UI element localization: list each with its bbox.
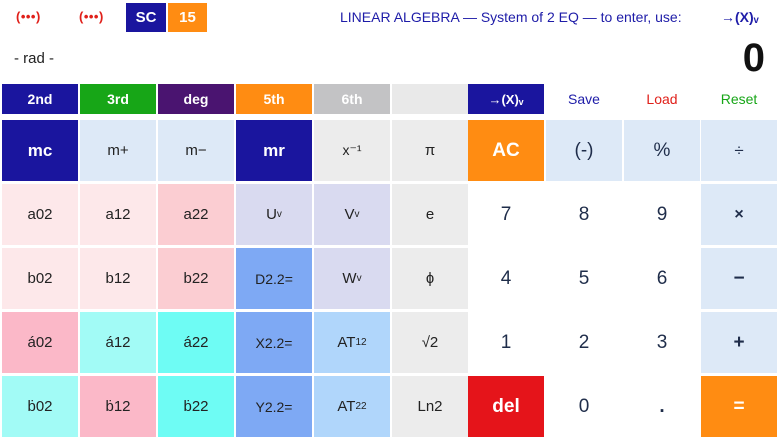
digit-9-button[interactable]: 9 [624, 184, 700, 245]
memory-clear-button[interactable]: mc [2, 120, 78, 181]
matrix-b12-key[interactable]: b12 [80, 248, 156, 309]
ln-2-button[interactable]: Ln2 [392, 376, 468, 437]
transpose-12-key[interactable]: AT 12 [314, 312, 390, 373]
memory-indicator-1[interactable]: (•••) [16, 9, 41, 24]
second-button[interactable]: 2nd [2, 84, 78, 114]
delete-button[interactable]: del [468, 376, 544, 437]
memory-indicator-2[interactable]: (•••) [79, 9, 104, 24]
digit-5-button[interactable]: 5 [546, 248, 622, 309]
memory-recall-button[interactable]: mr [236, 120, 312, 181]
matrix-b02-key[interactable]: b02 [2, 248, 78, 309]
hint-arrow-label: →(X)ᵥ [721, 9, 759, 25]
solve-y-button[interactable]: Y2.2= [236, 376, 312, 437]
precision-badge[interactable]: 15 [168, 3, 207, 32]
digit-0-button[interactable]: 0 [546, 376, 622, 437]
memory-add-button[interactable]: m+ [80, 120, 156, 181]
divide-button[interactable]: ÷ [701, 120, 777, 181]
load-button[interactable]: Load [646, 91, 678, 107]
plus-button[interactable]: + [701, 312, 777, 373]
transpose-22-subscript: 22 [355, 401, 367, 412]
transpose-22-label: AT [337, 398, 356, 415]
result-display: 0 [742, 36, 765, 80]
digit-6-button[interactable]: 6 [624, 248, 700, 309]
memory-subtract-button[interactable]: m− [158, 120, 234, 181]
angle-mode-label: - rad - [14, 50, 55, 67]
matrix-a02-key[interactable]: a02 [2, 184, 78, 245]
digit-2-button[interactable]: 2 [546, 312, 622, 373]
digit-8-button[interactable]: 8 [546, 184, 622, 245]
digit-1-button[interactable]: 1 [468, 312, 544, 373]
determinant-d-button[interactable]: D2.2= [236, 248, 312, 309]
phi-button[interactable]: ɸ [392, 248, 468, 309]
digit-7-button[interactable]: 7 [468, 184, 544, 245]
vector-v-subscript: v [354, 209, 360, 220]
multiply-button[interactable]: × [701, 184, 777, 245]
digit-4-button[interactable]: 4 [468, 248, 544, 309]
mode-badge[interactable]: SC [126, 3, 166, 32]
matrix-a-prime-22-key[interactable]: á22 [158, 312, 234, 373]
blank-function-button[interactable] [392, 84, 468, 114]
keypad: mc m+ m− mr x⁻¹ π AC (-) % ÷ a02 a12 a22… [0, 120, 779, 438]
equals-button[interactable]: = [701, 376, 777, 437]
pi-button[interactable]: π [392, 120, 468, 181]
function-row: 2nd 3rd deg 5th 6th →(X)ᵥ Save Load Rese… [0, 84, 779, 114]
matrix-b-prime-22-key[interactable]: ḃ22 [158, 376, 234, 437]
matrix-a-prime-12-key[interactable]: á12 [80, 312, 156, 373]
deg-button[interactable]: deg [158, 84, 234, 114]
save-button[interactable]: Save [568, 91, 600, 107]
vector-u-subscript: v [276, 209, 282, 220]
sixth-button[interactable]: 6th [314, 84, 390, 114]
vector-w-label: W [342, 270, 357, 287]
matrix-a-prime-02-key[interactable]: á02 [2, 312, 78, 373]
sqrt-2-button[interactable]: √2 [392, 312, 468, 373]
matrix-b22-key[interactable]: b22 [158, 248, 234, 309]
vector-u-label: U [266, 206, 277, 223]
transpose-22-key[interactable]: AT 22 [314, 376, 390, 437]
euler-e-button[interactable]: e [392, 184, 468, 245]
third-button[interactable]: 3rd [80, 84, 156, 114]
negate-button[interactable]: (-) [546, 120, 622, 181]
matrix-a12-key[interactable]: a12 [80, 184, 156, 245]
percent-button[interactable]: % [624, 120, 700, 181]
vector-enter-button[interactable]: →(X)ᵥ [468, 84, 544, 114]
mode-hint-text: LINEAR ALGEBRA — System of 2 EQ — to ent… [340, 9, 682, 25]
all-clear-button[interactable]: AC [468, 120, 544, 181]
fifth-button[interactable]: 5th [236, 84, 312, 114]
matrix-b-prime-12-key[interactable]: ḃ12 [80, 376, 156, 437]
vector-w-subscript: v [356, 273, 362, 284]
decimal-point-button[interactable]: . [624, 376, 700, 437]
solve-x-button[interactable]: X2.2= [236, 312, 312, 373]
minus-button[interactable]: − [701, 248, 777, 309]
transpose-12-label: AT [337, 334, 356, 351]
reciprocal-button[interactable]: x⁻¹ [314, 120, 390, 181]
matrix-a22-key[interactable]: a22 [158, 184, 234, 245]
matrix-b-prime-02-key[interactable]: ḃ02 [2, 376, 78, 437]
vector-v-label: V [344, 206, 355, 223]
transpose-12-subscript: 12 [355, 337, 367, 348]
digit-3-button[interactable]: 3 [624, 312, 700, 373]
reset-button[interactable]: Reset [720, 91, 758, 107]
top-bar: (•••) (•••) SC 15 LINEAR ALGEBRA — Syste… [0, 0, 779, 36]
